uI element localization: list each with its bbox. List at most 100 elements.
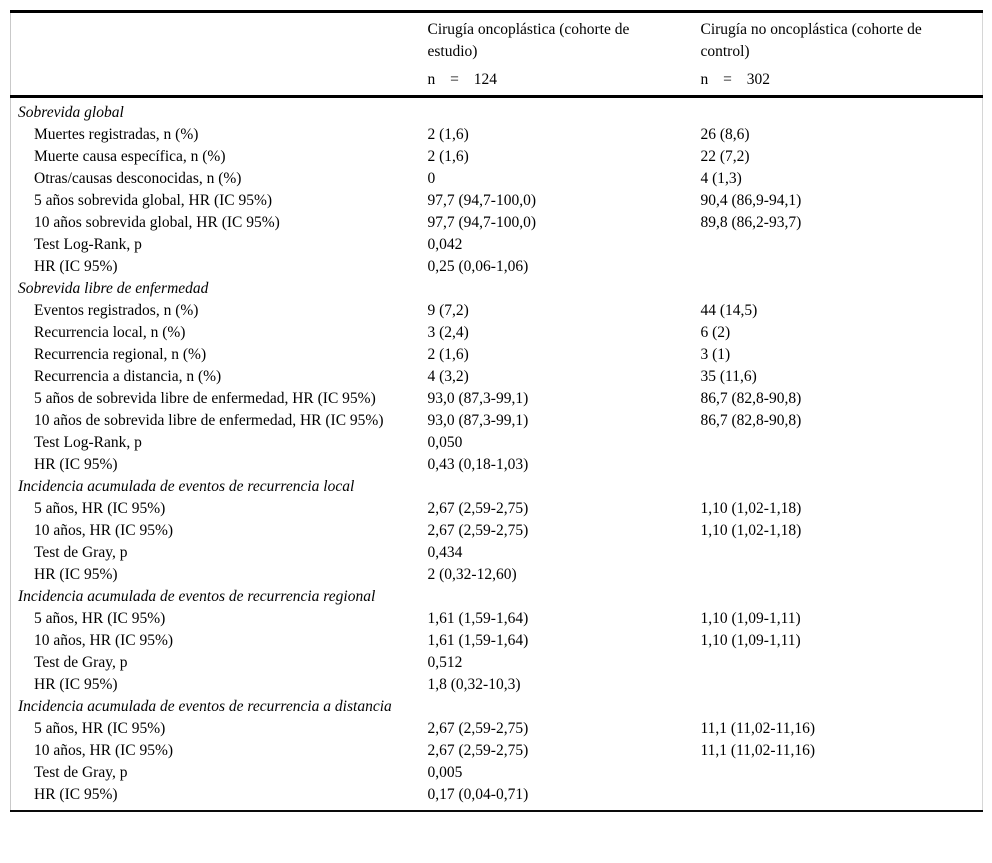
control-value: 11,1 (11,02-11,16) — [700, 720, 816, 737]
table-row: Test de Gray, p 0,005 — [11, 762, 983, 784]
study-value: 0,434 — [427, 544, 463, 561]
table-row: Muerte causa específica, n (%) 2 (1,6) 22 … — [11, 146, 983, 168]
row-label-cell: Test de Gray, p — [11, 762, 428, 784]
row-label-cell: 10 años, HR (IC 95%) — [11, 630, 428, 652]
control-value: 86,7 (82,8-90,8) — [700, 390, 802, 407]
control-value: 35 (11,6) — [700, 368, 757, 385]
row-label-cell: Recurrencia regional, n (%) — [11, 344, 428, 366]
control-n-count: n = 302 — [700, 71, 771, 88]
section-title: Incidencia acumulada de eventos de recur… — [18, 478, 355, 495]
control-value — [701, 674, 983, 696]
section-title: Sobrevida global — [18, 104, 124, 121]
row-label: Muertes registradas, n (%) — [34, 126, 199, 143]
outcomes-table: Cirugía oncoplástica (cohorte de estudio… — [10, 10, 983, 812]
table-row: 5 años, HR (IC 95%) 2,67 (2,59-2,75) 1,10 … — [11, 498, 983, 520]
table-row: HR (IC 95%) 0,25 (0,06-1,06) — [11, 256, 983, 278]
row-label-cell: Muerte causa específica, n (%) — [11, 146, 428, 168]
table-row: Otras/causas desconocidas, n (%) 0 4 (1,3) — [11, 168, 983, 190]
control-value — [701, 256, 983, 278]
row-label: HR (IC 95%) — [34, 258, 118, 275]
control-value: 6 (2) — [700, 324, 731, 341]
section-header-row: Incidencia acumulada de eventos de recur… — [11, 586, 983, 608]
row-label: 5 años, HR (IC 95%) — [34, 500, 166, 517]
control-value: 1,10 (1,02-1,18) — [700, 500, 802, 517]
study-value: 9 (7,2) — [427, 302, 469, 319]
control-value: 11,1 (11,02-11,16) — [700, 742, 816, 759]
control-value: 90,4 (86,9-94,1) — [700, 192, 802, 209]
row-label: HR (IC 95%) — [34, 786, 118, 803]
study-value: 0,43 (0,18-1,03) — [427, 456, 529, 473]
table-row: Test Log-Rank, p 0,042 — [11, 234, 983, 256]
table-row: 10 años sobrevida global, HR (IC 95%) 97,… — [11, 212, 983, 234]
control-value — [701, 762, 983, 784]
row-label: 5 años de sobrevida libre de enfermedad,… — [34, 390, 376, 407]
table-row: Eventos registrados, n (%) 9 (7,2) 44 (14,… — [11, 300, 983, 322]
table-row: Test de Gray, p 0,512 — [11, 652, 983, 674]
table-row: 10 años, HR (IC 95%) 1,61 (1,59-1,64) 1,10… — [11, 630, 983, 652]
row-label-cell: 5 años, HR (IC 95%) — [11, 498, 428, 520]
section-header-row: Incidencia acumulada de eventos de recur… — [11, 696, 983, 718]
header-study-cell: Cirugía oncoplástica (cohorte de estudio… — [427, 11, 701, 98]
row-label: Recurrencia a distancia, n (%) — [34, 368, 222, 385]
study-value: 2 (1,6) — [427, 148, 469, 165]
row-label-cell: HR (IC 95%) — [11, 674, 428, 696]
row-label-cell: 5 años de sobrevida libre de enfermedad,… — [11, 388, 428, 410]
section-title: Sobrevida libre de enfermedad — [18, 280, 209, 297]
row-label: HR (IC 95%) — [34, 456, 118, 473]
study-value: 2 (1,6) — [427, 346, 469, 363]
header-control-cell: Cirugía no oncoplástica (cohorte de cont… — [700, 11, 983, 98]
control-value: 3 (1) — [700, 346, 731, 363]
row-label: HR (IC 95%) — [34, 566, 118, 583]
study-value: 97,7 (94,7-100,0) — [427, 192, 537, 209]
row-label-cell: Muertes registradas, n (%) — [11, 124, 428, 146]
control-value: 86,7 (82,8-90,8) — [700, 412, 802, 429]
study-column-title: Cirugía oncoplástica (cohorte de estudio… — [427, 21, 630, 60]
table-row: Test de Gray, p 0,434 — [11, 542, 983, 564]
row-label-cell: HR (IC 95%) — [11, 454, 428, 476]
row-label-cell: 10 años de sobrevida libre de enfermedad… — [11, 410, 428, 432]
study-value: 0,17 (0,04-0,71) — [427, 786, 529, 803]
study-value: 2,67 (2,59-2,75) — [427, 500, 529, 517]
table-row: Test Log-Rank, p 0,050 — [11, 432, 983, 454]
table-header: Cirugía oncoplástica (cohorte de estudio… — [10, 11, 983, 98]
row-label: 10 años, HR (IC 95%) — [34, 742, 174, 759]
control-value: 1,10 (1,09-1,11) — [700, 610, 801, 627]
table-row: HR (IC 95%) 2 (0,32-12,60) — [11, 564, 983, 586]
table-body: Sobrevida global Muertes registradas, n (… — [11, 97, 983, 812]
section-title: Incidencia acumulada de eventos de recur… — [18, 588, 376, 605]
study-value: 0,042 — [427, 236, 463, 253]
row-label-cell: Test de Gray, p — [11, 542, 428, 564]
row-label: Test Log-Rank, p — [34, 236, 142, 253]
row-label: Recurrencia regional, n (%) — [34, 346, 207, 363]
table-row: 5 años de sobrevida libre de enfermedad,… — [11, 388, 983, 410]
study-value: 2,67 (2,59-2,75) — [427, 522, 529, 539]
row-label: 10 años sobrevida global, HR (IC 95%) — [34, 214, 280, 231]
control-value — [701, 652, 983, 674]
study-value: 93,0 (87,3-99,1) — [427, 412, 529, 429]
row-label-cell: HR (IC 95%) — [11, 564, 428, 586]
row-label-cell: 5 años, HR (IC 95%) — [11, 718, 428, 740]
control-value: 1,10 (1,09-1,11) — [700, 632, 801, 649]
control-value: 89,8 (86,2-93,7) — [700, 214, 802, 231]
row-label-cell: 10 años, HR (IC 95%) — [11, 740, 428, 762]
row-label-cell: 10 años sobrevida global, HR (IC 95%) — [11, 212, 428, 234]
study-value: 2,67 (2,59-2,75) — [427, 742, 529, 759]
section-title: Incidencia acumulada de eventos de recur… — [18, 698, 392, 715]
control-value — [701, 432, 983, 454]
study-value: 1,8 (0,32-10,3) — [427, 676, 521, 693]
row-label-cell: Recurrencia a distancia, n (%) — [11, 366, 428, 388]
study-value: 4 (3,2) — [427, 368, 469, 385]
study-value: 1,61 (1,59-1,64) — [427, 610, 529, 627]
row-label-cell: 5 años, HR (IC 95%) — [11, 608, 428, 630]
study-value: 2,67 (2,59-2,75) — [427, 720, 529, 737]
row-label: Test Log-Rank, p — [34, 434, 142, 451]
row-label-cell: Recurrencia local, n (%) — [11, 322, 428, 344]
row-label-cell: HR (IC 95%) — [11, 784, 428, 811]
row-label: Test de Gray, p — [34, 654, 128, 671]
header-row: Cirugía oncoplástica (cohorte de estudio… — [10, 11, 983, 98]
table-row: 5 años, HR (IC 95%) 1,61 (1,59-1,64) 1,10 … — [11, 608, 983, 630]
row-label: Test de Gray, p — [34, 764, 128, 781]
table-row: 10 años de sobrevida libre de enfermedad… — [11, 410, 983, 432]
control-value: 22 (7,2) — [700, 148, 750, 165]
